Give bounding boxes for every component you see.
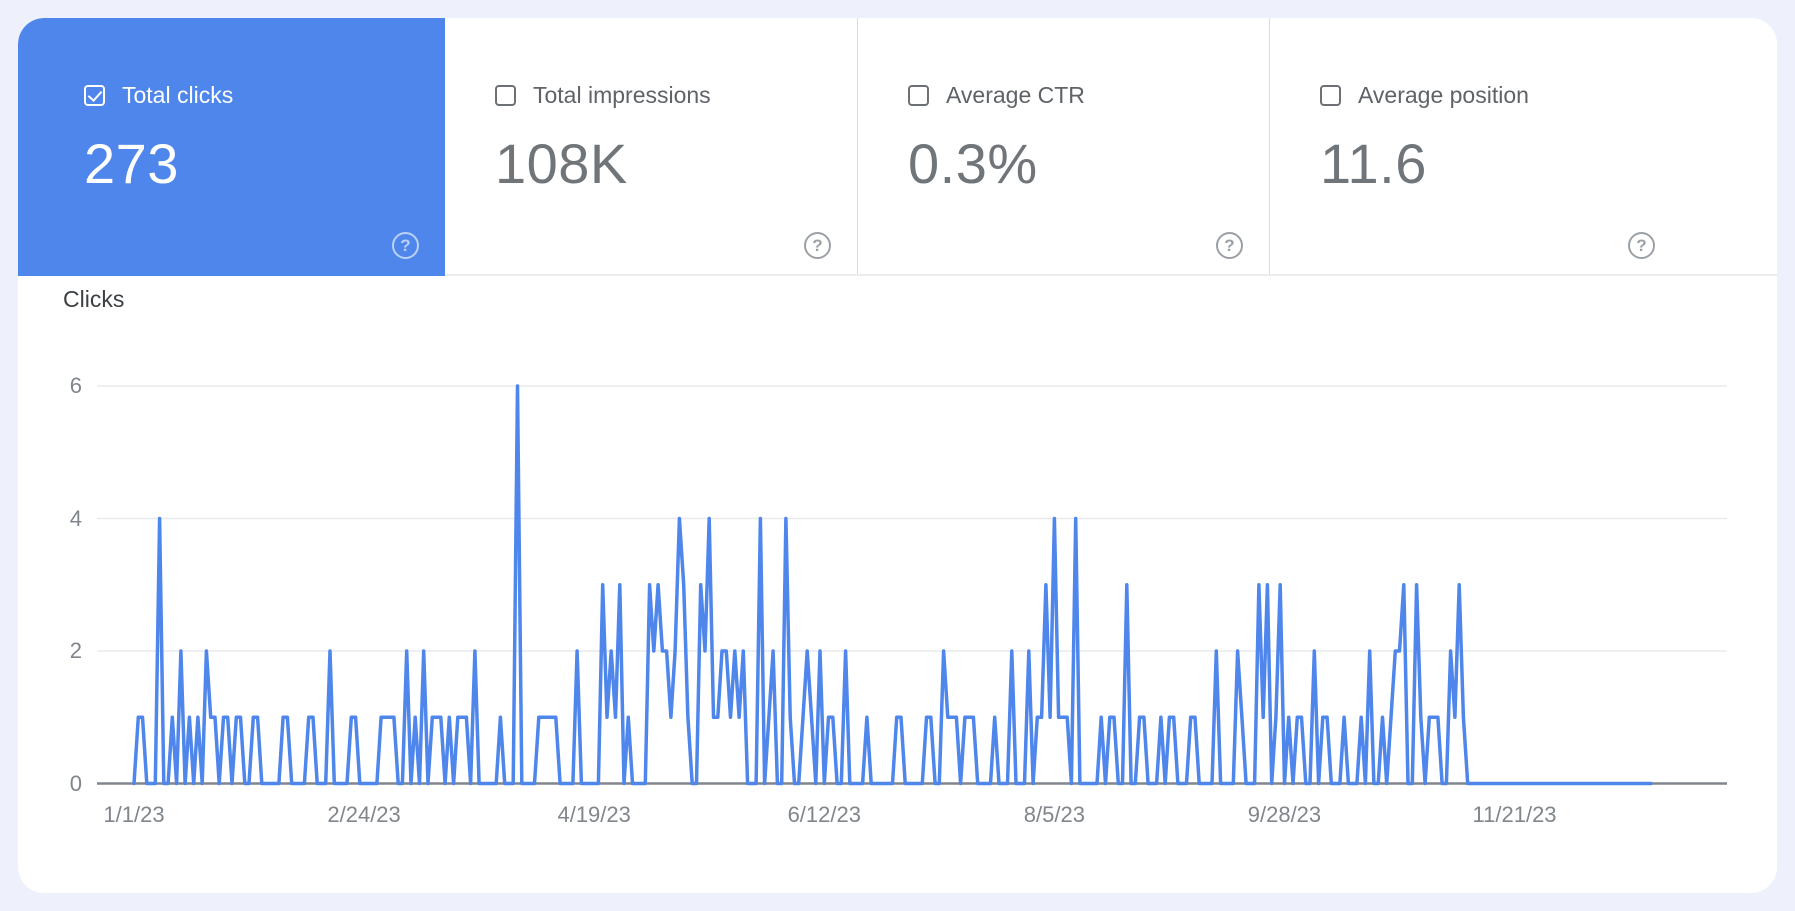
help-icon[interactable]: ?: [1216, 232, 1243, 259]
x-axis-tick-label: 2/24/23: [327, 802, 401, 827]
x-axis-tick-label: 4/19/23: [557, 802, 631, 827]
help-icon[interactable]: ?: [804, 232, 831, 259]
help-icon[interactable]: ?: [392, 232, 419, 259]
help-icon[interactable]: ?: [1628, 232, 1655, 259]
performance-panel: Total clicks 273 ? Total impressions 108…: [18, 18, 1777, 893]
checkbox-average-position[interactable]: [1320, 85, 1341, 106]
x-axis-tick-label: 1/1/23: [103, 802, 165, 827]
card-label: Total clicks: [122, 82, 234, 108]
card-header: Total clicks: [84, 82, 445, 109]
average-position-value: 11.6: [1320, 132, 1427, 195]
metric-cards-row: Total clicks 273 ? Total impressions 108…: [18, 18, 1777, 276]
card-label: Total impressions: [533, 82, 711, 108]
card-header: Total impressions: [495, 82, 857, 109]
card-label: Average CTR: [946, 82, 1085, 108]
card-label: Average position: [1358, 82, 1529, 108]
checkbox-total-impressions[interactable]: [495, 85, 516, 106]
clicks-line-chart[interactable]: [97, 370, 1729, 794]
cards-row-filler: [1681, 18, 1777, 276]
y-axis-tick-label: 0: [69, 770, 82, 796]
checkbox-total-clicks[interactable]: [84, 85, 105, 106]
x-axis-tick-label: 8/5/23: [1023, 802, 1085, 827]
x-axis-tick-label: 9/28/23: [1247, 802, 1322, 827]
card-total-impressions[interactable]: Total impressions 108K ?: [445, 18, 857, 276]
y-axis-tick-label: 2: [69, 638, 82, 663]
chart-y-axis-title: Clicks: [63, 286, 125, 312]
y-axis-tick-label: 4: [69, 505, 82, 531]
card-header: Average CTR: [908, 82, 1269, 109]
card-average-position[interactable]: Average position 11.6 ?: [1269, 18, 1681, 276]
y-axis-tick-label: 6: [69, 373, 82, 398]
total-impressions-value: 108K: [495, 132, 628, 195]
x-axis-tick-label: 11/21/23: [1472, 802, 1557, 827]
card-average-ctr[interactable]: Average CTR 0.3% ?: [857, 18, 1269, 276]
card-header: Average position: [1320, 82, 1681, 109]
checkbox-average-ctr[interactable]: [908, 85, 929, 106]
x-axis-tick-label: 6/12/23: [787, 802, 861, 827]
total-clicks-value: 273: [84, 132, 179, 195]
average-ctr-value: 0.3%: [908, 132, 1038, 195]
clicks-series-line: [132, 384, 1653, 786]
card-total-clicks[interactable]: Total clicks 273 ?: [18, 18, 445, 276]
